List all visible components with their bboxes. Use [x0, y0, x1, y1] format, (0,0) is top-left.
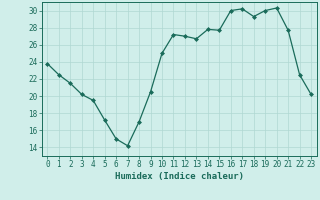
X-axis label: Humidex (Indice chaleur): Humidex (Indice chaleur) — [115, 172, 244, 181]
